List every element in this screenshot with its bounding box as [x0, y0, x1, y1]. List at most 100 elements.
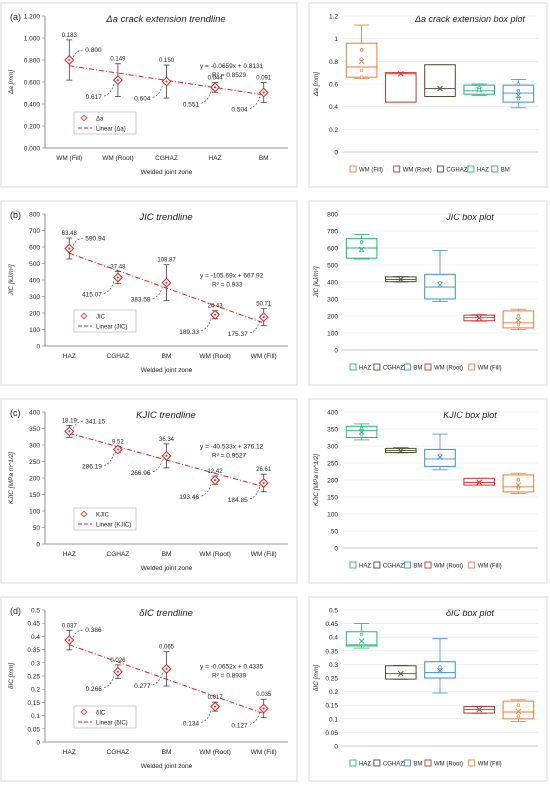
trend-y-tick-label: 400	[29, 278, 40, 285]
trend-y-tick-label: 300	[29, 294, 40, 301]
box-y-tick-label: 800	[327, 212, 338, 219]
box-y-tick-label: 100	[327, 512, 338, 519]
trend-x-tick-label: CGHAZ	[107, 749, 130, 756]
box-y-label: JIC [kJ/m²]	[313, 266, 320, 298]
box-point	[359, 432, 364, 436]
trend-y-tick-label: 0.15	[27, 700, 40, 707]
trend-y-tick-label: 0.4	[31, 634, 40, 641]
trend-equation: y = -0.0652x + 0.4335	[200, 664, 264, 671]
box-mean-marker	[358, 638, 365, 644]
trend-error-label: 0.183	[62, 33, 78, 39]
trend-title: KJIC trendline	[136, 410, 196, 421]
trend-error-label: 0.026	[110, 658, 126, 664]
box-legend-swatch	[349, 165, 357, 173]
box-y-tick-label: 0.05	[325, 730, 338, 737]
box-point	[516, 82, 521, 86]
trend-error-label: 9.52	[112, 439, 124, 445]
box-y-tick-label: 0.15	[325, 703, 338, 710]
trend-y-tick-label: 0.45	[27, 621, 40, 628]
trend-mean-label: 0.551	[183, 101, 200, 108]
trend-y-tick-label: 350	[29, 426, 40, 433]
trend-callout-line	[73, 238, 84, 246]
box-mean-marker	[358, 58, 365, 65]
box-body	[502, 310, 535, 329]
trend-y-tick-label: 0.800	[24, 58, 41, 65]
trend-error-label: 63.48	[62, 231, 78, 237]
box-legend-label: CGHAZ	[383, 762, 404, 768]
trend-equation: y = -40.533x + 376.12	[200, 444, 264, 451]
box-y-tick-label: 50	[331, 529, 339, 536]
box-title: KJIC box plot	[443, 410, 497, 420]
box-y-tick-label: 0.45	[325, 621, 338, 628]
trend-x-tick-label: HAZ	[209, 155, 222, 162]
panel-1: (a) Δa crack extension trendline0.0000.20…	[0, 2, 548, 188]
trend-callout-line	[73, 49, 84, 58]
box-y-tick-label: 0	[334, 150, 338, 157]
box-legend-swatch	[373, 759, 381, 767]
box-y-tick-label: 300	[327, 444, 338, 451]
box-y-label: δIC [mm]	[313, 665, 320, 692]
trend-x-label: Welded joint zone	[141, 565, 193, 572]
box-legend-swatch	[467, 165, 475, 173]
trend-legend	[73, 705, 137, 729]
box-y-tick-label: 0	[334, 348, 338, 355]
box-mean-marker	[397, 670, 404, 677]
box-legend-swatch	[393, 165, 401, 173]
box-y-tick-label: 0.8	[329, 59, 338, 66]
box-legend-label: WM (Root)	[434, 366, 463, 372]
box-y-tick-label: 0.25	[325, 676, 338, 683]
box-body	[424, 448, 456, 467]
trend-data-point-dot	[68, 59, 71, 61]
panel-label: (b)	[10, 210, 21, 220]
trend-data-point-dot	[116, 79, 119, 82]
trend-data-point-dot	[165, 454, 168, 457]
trend-data-point-dot	[214, 86, 217, 89]
trend-x-tick-label: WM (Root)	[199, 749, 230, 756]
box-point	[438, 453, 442, 457]
box-point	[359, 57, 364, 61]
box-y-tick-label: 0.35	[325, 648, 338, 655]
box-body	[385, 665, 417, 680]
box-mean-marker	[397, 276, 404, 283]
trend-y-tick-label: 0.200	[24, 124, 41, 131]
trend-y-tick-label: 100	[29, 509, 40, 516]
trend-y-tick-label: 800	[29, 212, 40, 219]
box-legend-swatch	[424, 759, 432, 767]
trend-y-tick-label: 0.000	[24, 146, 41, 153]
box-legend-swatch	[403, 363, 411, 371]
panel-label: (d)	[10, 606, 21, 616]
box-legend-label: HAZ	[477, 168, 489, 174]
trend-x-tick-label: WM (Root)	[199, 353, 230, 360]
box-legend-label: BM	[413, 366, 422, 372]
trend-error-label: 108.87	[157, 258, 176, 264]
box-mean-marker	[397, 447, 404, 454]
box-mean-marker	[515, 317, 522, 324]
box-point	[438, 665, 442, 669]
trend-callout-line	[73, 629, 84, 638]
box-y-tick-label: 0	[334, 744, 338, 751]
box-body	[424, 661, 456, 679]
trend-data-point-dot	[214, 479, 217, 482]
trend-y-tick-label: 100	[29, 327, 40, 334]
trend-callout-line	[152, 672, 163, 686]
box-y-tick-label: 200	[327, 478, 338, 485]
trend-mean-label: 189.33	[179, 329, 199, 336]
box-point	[359, 240, 364, 244]
trend-error-label: 50.71	[256, 302, 272, 308]
box-legend-label: CGHAZ	[383, 366, 404, 372]
box-y-tick-label: 600	[327, 246, 338, 253]
trend-x-tick-label: WM (Fill)	[251, 551, 277, 558]
box-legend-label: HAZ	[359, 366, 371, 372]
box-point	[516, 703, 521, 707]
box-legend-label: HAZ	[359, 762, 371, 768]
trend-title: δIC trendline	[139, 608, 193, 619]
box-title: δIC box plot	[446, 608, 495, 618]
box-mean-marker	[437, 667, 443, 674]
trend-callout-line	[201, 484, 212, 497]
box-y-tick-label: 1	[334, 36, 338, 43]
trend-legend-marker	[80, 510, 88, 518]
panel-label: (c)	[10, 408, 21, 418]
trend-x-tick-label: CGHAZ	[155, 155, 178, 162]
box-mean-marker	[397, 70, 404, 77]
box-legend-label: WM (Root)	[434, 762, 463, 768]
